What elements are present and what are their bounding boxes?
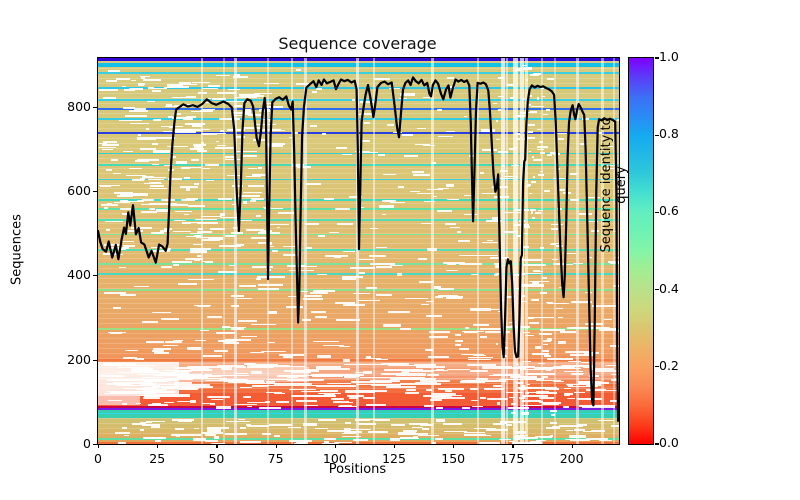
y-axis-label: Sequences — [9, 214, 25, 285]
x-tick-label: 0 — [94, 451, 102, 466]
x-tick-label: 100 — [322, 451, 347, 466]
coverage-line — [98, 76, 619, 422]
x-tick — [571, 444, 573, 448]
x-tick-label: 25 — [149, 451, 166, 466]
x-tick — [275, 444, 277, 448]
colorbar — [628, 57, 659, 445]
plot-area: 0 25 50 75 100 125 150 175 200 0 200 400 600 800 — [67, 57, 620, 466]
colorbar-tick-label: 1.0 — [659, 49, 679, 64]
y-tick-label: 0 — [83, 436, 91, 451]
y-tick — [92, 106, 97, 108]
y-tick-label: 200 — [67, 351, 91, 367]
x-tick-label: 50 — [208, 451, 225, 466]
colorbar-tick — [654, 366, 659, 368]
x-tick — [334, 444, 336, 448]
colorbar-tick — [654, 57, 659, 59]
x-tick — [394, 444, 396, 448]
colorbar-label: Sequence identity to query — [599, 117, 629, 253]
x-tick — [453, 444, 455, 448]
coverage-line-plot — [98, 76, 619, 422]
y-tick — [92, 190, 97, 193]
colorbar-tick — [654, 134, 659, 136]
x-tick-label: 200 — [559, 451, 584, 466]
x-axis-label: Positions — [328, 462, 387, 477]
colorbar-tick — [654, 289, 659, 291]
colorbar-tick-label: 0.2 — [659, 357, 679, 373]
y-tick-label: 600 — [67, 182, 91, 198]
x-tick-label: 150 — [441, 451, 466, 466]
x-tick-label: 75 — [267, 451, 284, 466]
x-tick — [157, 444, 159, 448]
colorbar-tick-label: 0.4 — [659, 280, 679, 296]
colorbar-tick-label: 0.0 — [659, 435, 679, 450]
x-tick — [216, 444, 218, 448]
x-tick — [98, 444, 100, 448]
y-tick — [92, 359, 97, 361]
y-tick — [92, 275, 97, 277]
y-tick-label: 400 — [67, 267, 91, 283]
colorbar-tick — [654, 211, 659, 213]
x-tick-label: 175 — [500, 451, 525, 466]
colorbar-tick-label: 0.6 — [659, 203, 679, 219]
y-tick — [92, 444, 97, 446]
x-tick — [512, 444, 514, 448]
x-tick-label: 125 — [382, 451, 406, 466]
chart-title: Sequence coverage — [278, 34, 437, 53]
y-tick-label: 800 — [67, 98, 91, 114]
colorbar-tick-label: 0.8 — [659, 126, 679, 142]
colorbar-tick — [654, 443, 659, 445]
